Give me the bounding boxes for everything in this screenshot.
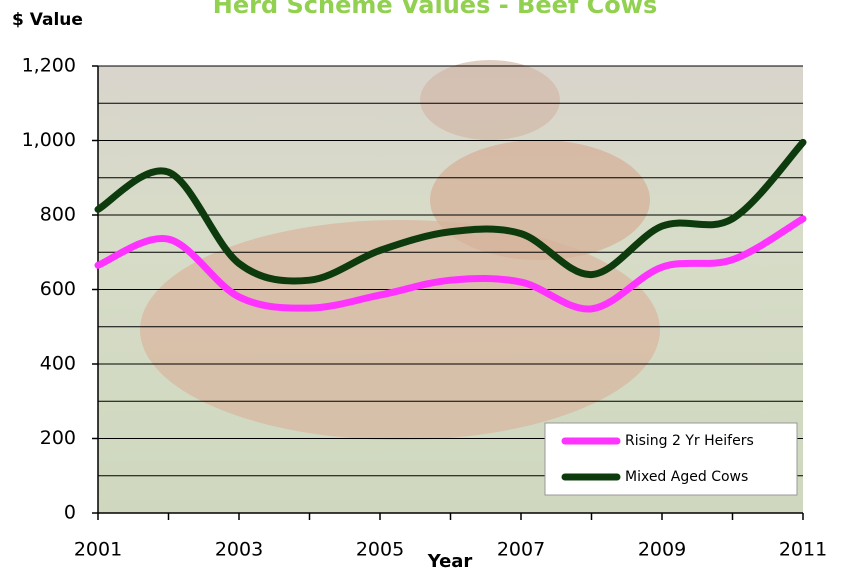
line-series [94,138,807,285]
x-tick-label: 2005 [356,539,404,561]
x-tick-label: 2001 [74,539,122,561]
line-series [94,215,807,313]
y-tick-label: 800 [40,204,76,226]
y-tick-label: 200 [40,427,76,449]
x-tick-label: 2009 [638,539,686,561]
y-axis-label: $ Value [12,10,83,30]
y-tick-label: 600 [40,278,76,300]
chart-title: Herd Scheme Values - Beef Cows [213,0,657,19]
x-axis-label: Year [427,551,473,572]
legend: Rising 2 Yr Heifers Mixed Aged Cows [544,422,798,496]
y-tick-label: 1,200 [22,55,76,77]
x-tick-label: 2003 [215,539,263,561]
legend-label: Mixed Aged Cows [625,469,748,485]
x-tick-label: 2011 [779,539,827,561]
legend-box [544,422,798,496]
y-tick-label: 1,000 [22,129,76,151]
y-tick-label: 400 [40,353,76,375]
x-tick-label: 2007 [497,539,545,561]
photo-cow-back [420,60,560,140]
y-tick-label: 0 [64,502,76,524]
legend-label: Rising 2 Yr Heifers [625,433,754,449]
